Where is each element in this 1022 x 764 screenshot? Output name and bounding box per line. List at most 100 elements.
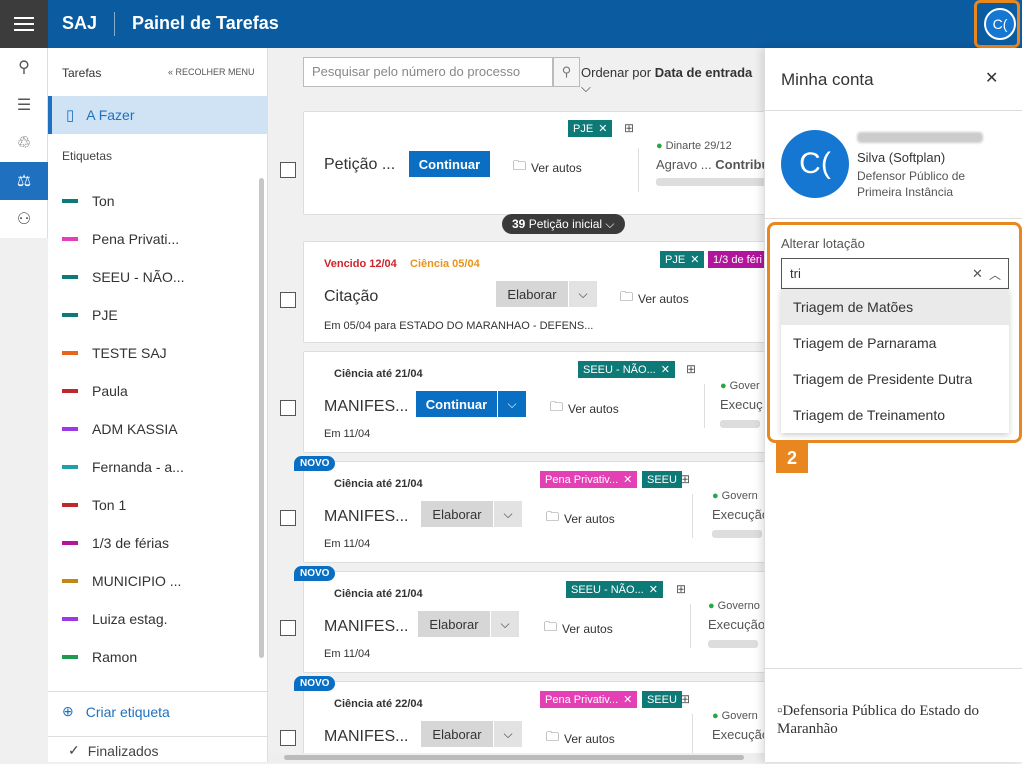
tag-list: Ton Pena Privati... SEEU - NÃO... PJE TESTE … (48, 182, 262, 676)
sort-dropdown[interactable]: Ordenar por Data de entrada ⌵ (581, 65, 764, 96)
sidebar-tag-item[interactable]: Pena Privati... (48, 220, 262, 258)
remove-tag-icon[interactable]: ✕ (623, 694, 633, 706)
task-assignee: ● Govern (712, 490, 758, 502)
sidebar-tag-item[interactable]: Ramon (48, 638, 262, 676)
search-icon[interactable]: ⚲ (553, 57, 580, 87)
task-checkbox[interactable] (280, 162, 296, 178)
sidebar-tag-item[interactable]: PJE (48, 296, 262, 334)
lotacao-combobox[interactable]: tri (781, 258, 1009, 289)
create-tag-button[interactable]: ⊕ Criar etiqueta (48, 691, 268, 731)
continue-button[interactable]: Continuar (409, 151, 490, 177)
clipboard-icon[interactable]: ☰ (16, 97, 32, 114)
task-class: Agravo ... Contribu (656, 157, 764, 172)
task-title[interactable]: MANIFES... (324, 398, 409, 415)
horizontal-scrollbar[interactable] (268, 753, 764, 762)
deadline-date: Ciência até 22/04 (334, 698, 423, 710)
add-tag-icon[interactable]: ⊞ (624, 121, 635, 135)
task-checkbox[interactable] (280, 620, 296, 636)
view-records-label: Ver autos (531, 161, 582, 175)
chevron-up-icon[interactable]: ︿ (989, 268, 1002, 282)
sidebar-tag-item[interactable]: SEEU - NÃO... (48, 258, 262, 296)
tag-color-swatch (62, 237, 78, 241)
sidebar-item-a-fazer[interactable]: ▯ A Fazer (48, 96, 268, 134)
sidebar-tag-item[interactable]: Fernanda - a... (48, 448, 262, 486)
elaborate-button[interactable]: Elaborar (496, 281, 568, 307)
tag-label: PJE (573, 122, 594, 135)
sidebar-tag-item[interactable]: MUNICIPIO ... (48, 562, 262, 600)
remove-tag-icon[interactable]: ✕ (690, 254, 700, 266)
chevron-down-icon[interactable]: ⌵ (498, 391, 526, 417)
task-title[interactable]: MANIFES... (324, 728, 409, 745)
remove-tag-icon[interactable]: ✕ (623, 474, 633, 486)
group-chip[interactable]: 39 Petição inicial ⌵ (502, 214, 625, 234)
task-checkbox[interactable] (280, 400, 296, 416)
elaborate-button[interactable]: Elaborar (418, 611, 490, 637)
elaborate-button[interactable]: Elaborar (421, 721, 493, 747)
remove-tag-icon[interactable]: ✕ (648, 584, 658, 596)
view-records-link[interactable]: 🗀 Ver autos (513, 157, 582, 179)
continue-button[interactable]: Continuar (416, 391, 497, 417)
people-icon[interactable]: ⚇ (16, 211, 32, 228)
close-icon[interactable]: ✕ (985, 70, 999, 87)
task-checkbox[interactable] (280, 730, 296, 746)
task-title[interactable]: MANIFES... (324, 618, 409, 635)
add-tag-icon[interactable]: ⊞ (686, 362, 697, 376)
chevron-down-icon[interactable]: ⌵ (569, 281, 597, 307)
view-records-link[interactable]: 🗀 Ver autos (546, 728, 615, 750)
chevron-down-icon[interactable]: ⌵ (491, 611, 519, 637)
tag-label: 1/3 de féri (713, 253, 762, 266)
collapse-menu-button[interactable]: « RECOLHER MENU (168, 67, 255, 77)
task-assignee: ● Govern (712, 710, 758, 722)
clear-icon[interactable]: ✕ (972, 266, 983, 281)
task-card[interactable]: NOVO Ciência até 21/04 SEEU - NÃO... ✕ ⊞ … (280, 566, 764, 673)
lotacao-option[interactable]: Triagem de Matões (781, 289, 1009, 325)
add-tag-icon[interactable]: ⊞ (680, 692, 691, 706)
sidebar-tag-item[interactable]: Luiza estag. (48, 600, 262, 638)
sidebar-tag-item[interactable]: Ton 1 (48, 486, 262, 524)
sidebar-tag-item[interactable]: TESTE SAJ (48, 334, 262, 372)
task-title[interactable]: Citação (324, 288, 379, 305)
sidebar-scrollbar[interactable] (259, 178, 264, 658)
task-assignee: ● Gover (720, 380, 760, 392)
task-title[interactable]: MANIFES... (324, 508, 409, 525)
sidebar-tag-item[interactable]: Paula (48, 372, 262, 410)
add-tag-icon[interactable]: ⊞ (676, 582, 687, 596)
sidebar-item-finalizados[interactable]: ✓ Finalizados (48, 736, 268, 764)
handshake-icon[interactable]: ♲ (16, 135, 32, 152)
chevron-down-icon[interactable]: ⌵ (494, 721, 522, 747)
new-badge: NOVO (294, 566, 336, 581)
chevron-down-icon[interactable]: ⌵ (494, 501, 522, 527)
tag-color-swatch (62, 579, 78, 583)
remove-tag-icon[interactable]: ✕ (660, 364, 670, 376)
sidebar-header: Tarefas (62, 66, 102, 80)
view-records-link[interactable]: 🗀 Ver autos (550, 398, 619, 420)
scrollbar-thumb[interactable] (284, 755, 744, 760)
elaborate-button[interactable]: Elaborar (421, 501, 493, 527)
view-records-link[interactable]: 🗀 Ver autos (544, 618, 613, 640)
sidebar-tag-item[interactable]: 1/3 de férias (48, 524, 262, 562)
scales-icon[interactable]: ⚖ (0, 162, 48, 200)
lotacao-option[interactable]: Triagem de Treinamento (793, 407, 945, 423)
lotacao-option[interactable]: Triagem de Presidente Dutra (793, 371, 973, 387)
task-card[interactable]: Vencido 12/04 Ciência 05/04 PJE ✕ 1/3 de … (280, 241, 764, 343)
view-records-label: Ver autos (562, 622, 613, 636)
task-checkbox[interactable] (280, 510, 296, 526)
remove-tag-icon[interactable]: ✕ (598, 123, 608, 135)
lotacao-option[interactable]: Triagem de Parnarama (793, 335, 937, 351)
add-tag-icon[interactable]: ⊞ (680, 472, 691, 486)
sidebar-tag-item[interactable]: ADM KASSIA (48, 410, 262, 448)
search-input[interactable]: Pesquisar pelo número do processo (303, 57, 553, 87)
task-card[interactable]: NOVO Ciência até 21/04 Pena Privativ... ✕… (280, 456, 764, 563)
task-card[interactable]: NOVO Ciência até 22/04 Pena Privativ... ✕… (280, 676, 764, 762)
user-avatar-button[interactable]: C( (984, 8, 1016, 40)
task-checkbox[interactable] (280, 292, 296, 308)
sidebar-tag-item[interactable]: Ton (48, 182, 262, 220)
view-records-link[interactable]: 🗀 Ver autos (546, 508, 615, 530)
task-card[interactable]: Ciência até 21/04 SEEU - NÃO... ✕ ⊞ MANIF… (280, 351, 764, 453)
user-search-icon[interactable]: ⚲ (18, 59, 30, 76)
task-title[interactable]: Petição ... (324, 156, 396, 173)
tag-label: SEEU - NÃO... (583, 363, 656, 376)
task-card[interactable]: PJE ✕ ⊞ Petição ... Continuar 🗀 Ver autos … (280, 111, 764, 215)
hamburger-menu-button[interactable] (0, 0, 48, 48)
view-records-link[interactable]: 🗀 Ver autos (620, 288, 689, 310)
